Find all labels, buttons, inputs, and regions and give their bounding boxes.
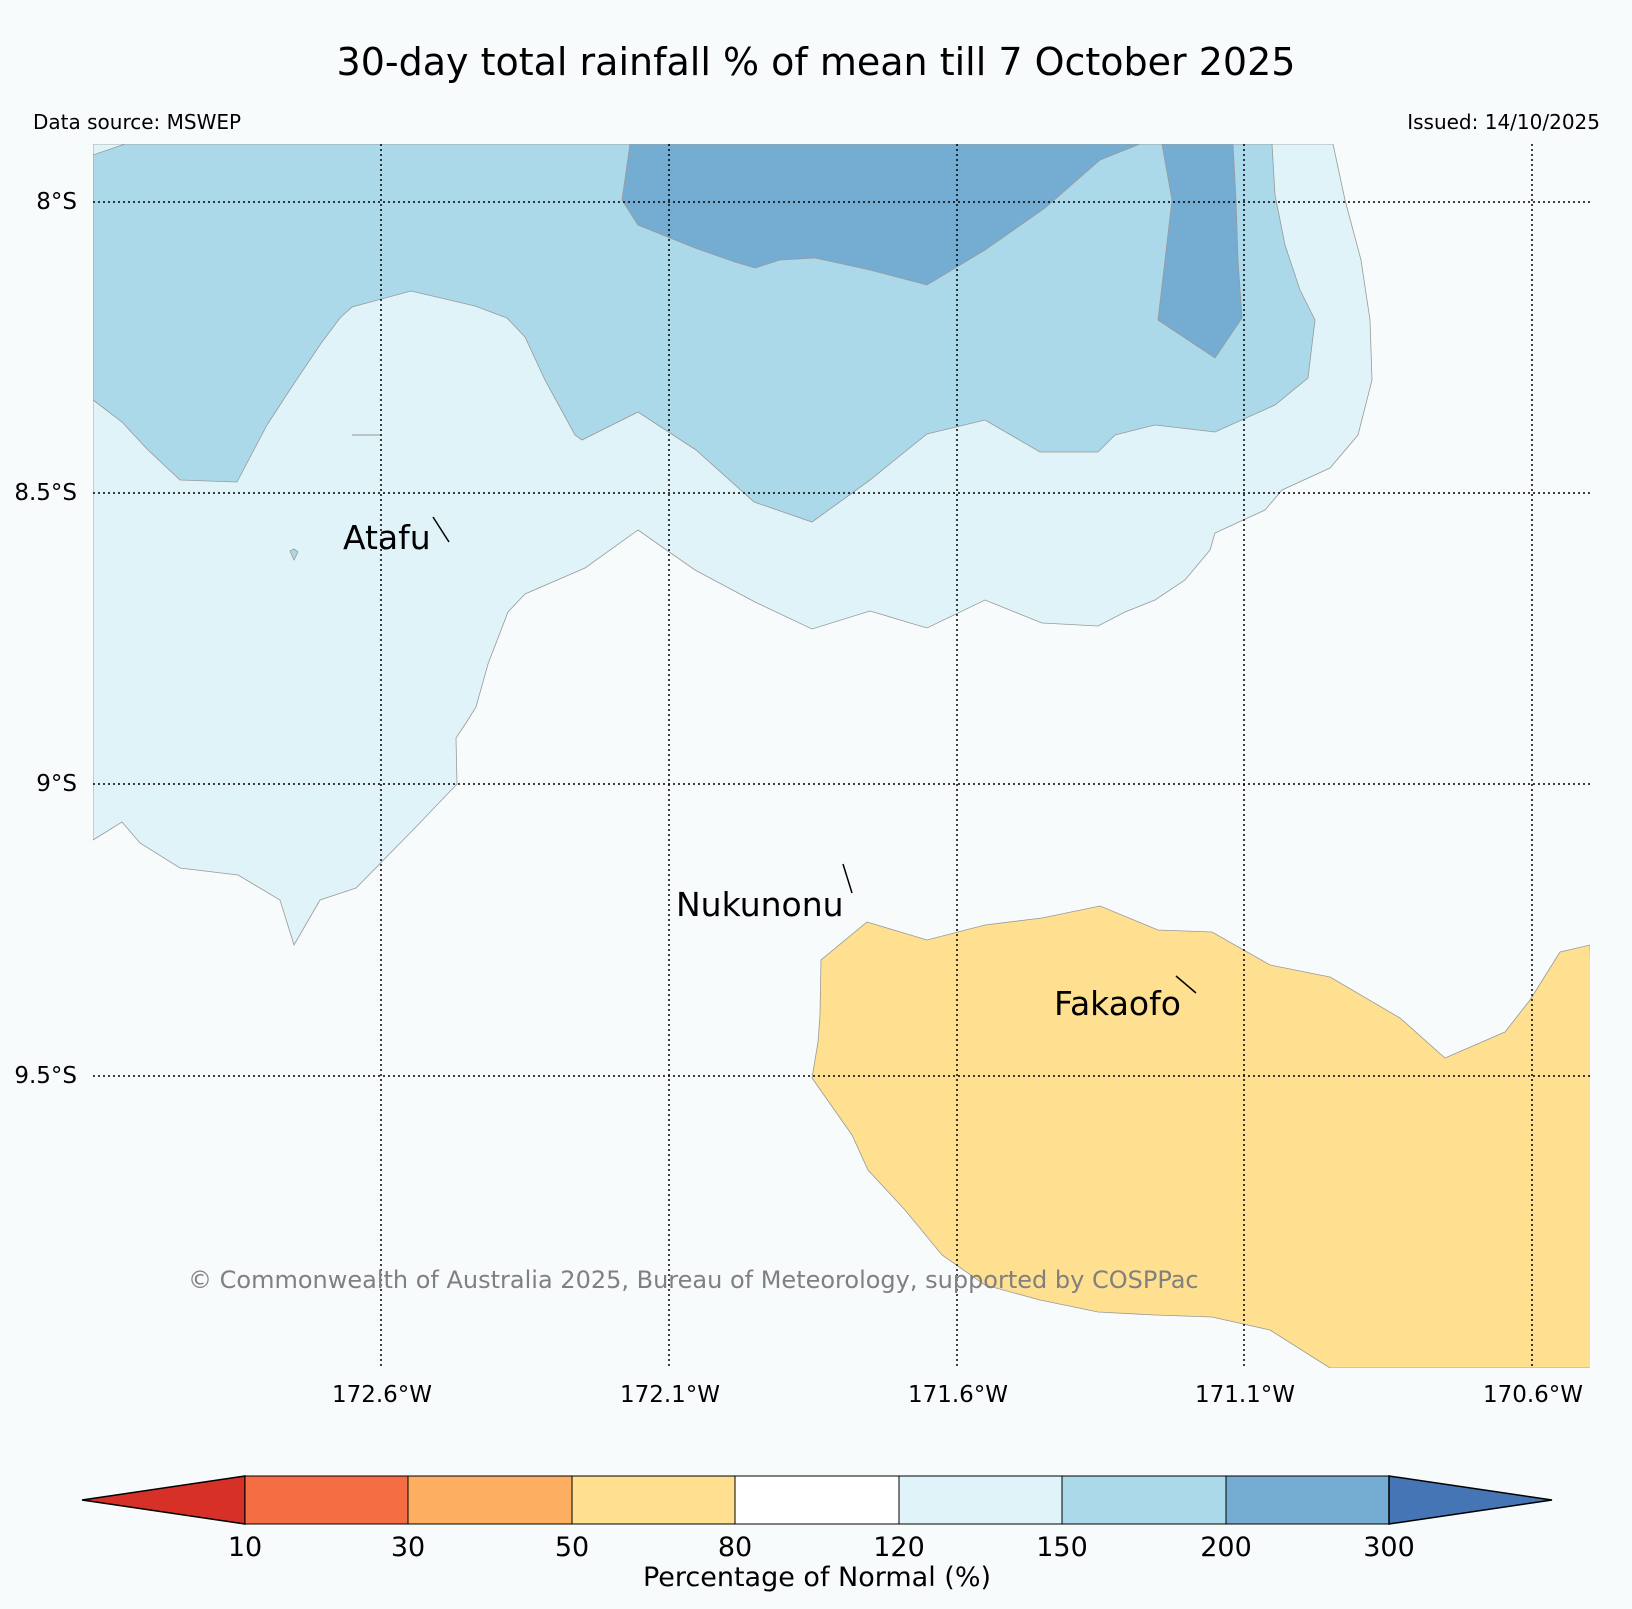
nukunonu-atoll-outline <box>842 863 853 894</box>
place-label-fakaofo: Fakaofo <box>1054 984 1181 1023</box>
colorbar-segment <box>1061 1475 1227 1525</box>
colorbar-tick: 30 <box>391 1532 425 1563</box>
colorbar-tick: 50 <box>555 1532 589 1563</box>
rainfall-patch-small <box>289 548 299 561</box>
place-label-nukunonu: Nukunonu <box>676 885 844 924</box>
map-title: 30-day total rainfall % of mean till 7 O… <box>336 40 1296 84</box>
colorbar-tick: 80 <box>718 1532 752 1563</box>
colorbar-tick: 120 <box>873 1532 925 1563</box>
lon-tick-label: 172.6°W <box>332 1382 432 1408</box>
rainfall-zone-50-80 <box>811 905 1590 1368</box>
lon-tick-label: 171.1°W <box>1195 1382 1295 1408</box>
colorbar-segment <box>244 1475 409 1525</box>
rainfall-zone-150-200 <box>93 144 1316 523</box>
colorbar-extend-low <box>81 1475 246 1525</box>
atafu-atoll-outline <box>432 516 450 543</box>
graticule <box>93 144 1590 1368</box>
colorbar-tick: 200 <box>1200 1532 1252 1563</box>
lon-tick-label: 171.6°W <box>908 1382 1008 1408</box>
colorbar-segment <box>407 1475 573 1525</box>
lat-tick-label: 8°S <box>36 189 77 215</box>
map-area <box>93 144 1590 1368</box>
issued-date: Issued: 14/10/2025 <box>1407 110 1600 134</box>
lat-tick-label: 9.5°S <box>14 1063 77 1089</box>
lat-tick-label: 9°S <box>36 771 77 797</box>
place-label-atafu: Atafu <box>343 518 431 557</box>
colorbar-label: Percentage of Normal (%) <box>643 1562 991 1593</box>
colorbar-tick: 10 <box>228 1532 262 1563</box>
colorbar-segment <box>734 1475 900 1525</box>
lon-tick-label: 170.6°W <box>1483 1382 1583 1408</box>
lat-tick-label: 8.5°S <box>14 480 77 506</box>
copyright-credit: © Commonwealth of Australia 2025, Bureau… <box>188 1266 1199 1294</box>
lon-tick-label: 172.1°W <box>620 1382 720 1408</box>
rainfall-zone-200-300-north <box>621 144 1141 286</box>
colorbar-extend-high <box>1388 1475 1553 1525</box>
colorbar-segment <box>1225 1475 1390 1525</box>
colorbar-segment <box>571 1475 736 1525</box>
rainfall-zone-200-300-east <box>1157 144 1243 359</box>
fakaofo-atoll-outline <box>1175 975 1197 994</box>
data-source: Data source: MSWEP <box>33 110 242 134</box>
colorbar-tick: 300 <box>1363 1532 1415 1563</box>
colorbar: 10 30 50 80 120 150 200 300 Percentage o… <box>81 1475 1553 1593</box>
colorbar-segment <box>898 1475 1063 1525</box>
colorbar-tick: 150 <box>1036 1532 1088 1563</box>
